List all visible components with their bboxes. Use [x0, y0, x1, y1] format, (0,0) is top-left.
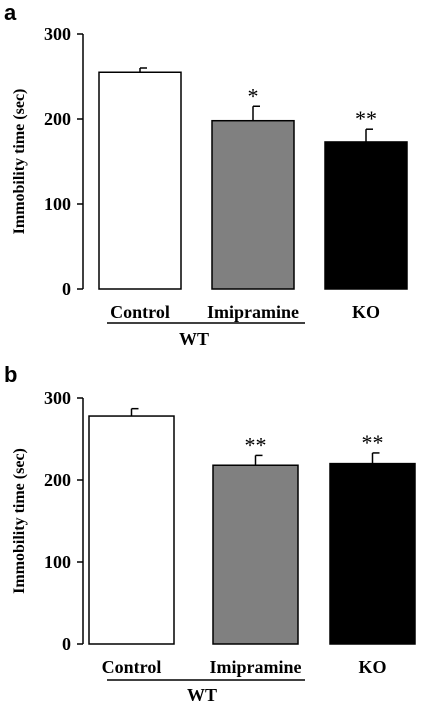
panel-b-significance-marker: **: [245, 432, 267, 457]
panel-b-bar-imipramine: [212, 464, 299, 645]
panel-b-y-tick-label: 100: [44, 552, 71, 572]
panel-a-y-tick-label: 100: [44, 194, 71, 214]
panel-a-category-label: Control: [110, 302, 170, 322]
panel-b-category-label: Control: [102, 657, 162, 677]
panel-b-bar-ko: [329, 462, 416, 645]
panel-a-bar-control: [98, 71, 182, 290]
panel-a-significance-marker: *: [248, 83, 259, 108]
panel-a-y-tick-label: 200: [44, 109, 71, 129]
panel-b-y-axis-label: Immobility time (sec): [11, 448, 28, 594]
panel-b-y-tick-label: 200: [44, 470, 71, 490]
panel-a-group-label: WT: [179, 329, 209, 349]
panel-a-y-tick-label: 300: [44, 24, 71, 44]
panel-b-category-label: KO: [358, 657, 386, 677]
panel-b-letter: b: [4, 362, 17, 387]
panel-a-bar-imipramine: [211, 119, 295, 290]
panel-b-y-tick-label: 300: [44, 388, 71, 408]
panel-a-category-label: Imipramine: [207, 302, 299, 322]
panel-a-category-label: KO: [352, 302, 380, 322]
panel-b-significance-marker: **: [362, 430, 384, 455]
panel-b-y-tick-label: 0: [62, 634, 71, 654]
panel-a-letter: a: [4, 0, 17, 25]
panel-a-y-tick-label: 0: [62, 279, 71, 299]
panel-b-category-label: Imipramine: [210, 657, 302, 677]
panel-a-y-axis-label: Immobility time (sec): [11, 89, 28, 235]
panel-a-bar-ko: [324, 141, 408, 290]
panel-b-group-label: WT: [187, 685, 217, 705]
panel-b-bar-control: [88, 415, 175, 645]
panel-a-significance-marker: **: [355, 106, 377, 131]
